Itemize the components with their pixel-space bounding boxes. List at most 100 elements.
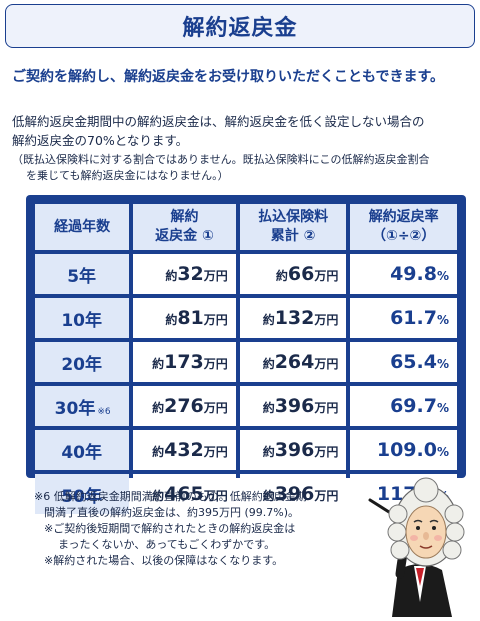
- header-refund: 解約 返戻金 ①: [133, 204, 236, 250]
- cell-premium: 約396万円: [239, 386, 347, 426]
- percent-sign: %: [436, 401, 449, 415]
- refund-value: 32: [177, 263, 204, 285]
- table-row: 5年 約32万円 約66万円 49.8%: [35, 254, 457, 294]
- years-value: 20年: [61, 354, 102, 375]
- table-row: 10年 約81万円 約132万円 61.7%: [35, 298, 457, 338]
- percent-sign: %: [436, 357, 449, 371]
- body-line-2: 解約返戻金の70%となります。: [12, 133, 189, 148]
- unit-label: 万円: [314, 269, 339, 283]
- approx-prefix: 約: [262, 313, 275, 327]
- cell-years: 5年: [35, 254, 130, 294]
- footnote-6-line-2: 間満了直後の解約返戻金は、約395万円 (99.7%)。: [44, 506, 300, 519]
- refund-value: 173: [164, 351, 204, 373]
- cell-premium: 約396万円: [239, 474, 347, 514]
- years-value: 40年: [61, 442, 102, 463]
- unit-label: 万円: [203, 357, 228, 371]
- approx-prefix: 約: [165, 269, 178, 283]
- table-header-row: 経過年数 解約 返戻金 ① 払込保険料 累計 ② 解約返戻率 （①÷②）: [35, 204, 457, 250]
- cell-years: 50年: [35, 474, 130, 514]
- header-premium: 払込保険料 累計 ②: [239, 204, 347, 250]
- header-rate: 解約返戻率 （①÷②）: [350, 204, 457, 250]
- unit-label: 万円: [203, 269, 228, 283]
- refund-value: 432: [164, 439, 204, 461]
- footnotes: ※6 低解約返戻金期間満了直前のもの。低解約返戻金期 間満了直後の解約返戻金は、…: [34, 489, 374, 569]
- footnote-a-line-2: まったくないか、あってもごくわずかです。: [58, 538, 276, 551]
- premium-value: 396: [274, 483, 315, 505]
- unit-label: 万円: [203, 401, 228, 415]
- refund-value: 81: [177, 307, 204, 329]
- page-title: 解約返戻金: [182, 16, 298, 41]
- cell-premium: 約66万円: [239, 254, 347, 294]
- cell-refund: 約173万円: [133, 342, 236, 382]
- header-rate-line-1: 解約返戻率: [368, 209, 439, 225]
- refund-table-frame: 経過年数 解約 返戻金 ① 払込保険料 累計 ② 解約返戻率 （①÷②） 5年約…: [26, 195, 466, 514]
- cell-years: 30年 ※6: [35, 386, 130, 426]
- body-line-1: 低解約返戻金期間中の解約返戻金は、解約返戻金を低く設定しない場合の: [12, 114, 425, 129]
- approx-prefix: 約: [262, 401, 275, 415]
- body-text: 低解約返戻金期間中の解約返戻金は、解約返戻金を低く設定しない場合の 解約返戻金の…: [12, 112, 472, 150]
- unit-label: 万円: [203, 313, 228, 327]
- approx-prefix: 約: [152, 357, 165, 371]
- percent-sign: %: [436, 445, 449, 459]
- cell-refund: 約32万円: [133, 254, 236, 294]
- cell-premium: 約264万円: [239, 342, 347, 382]
- table-row: 30年 ※6 約276万円 約396万円 69.7%: [35, 386, 457, 426]
- cell-refund: 約465万円: [133, 474, 236, 514]
- cell-years: 40年: [35, 430, 130, 470]
- approx-prefix: 約: [262, 489, 275, 503]
- years-value: 10年: [61, 310, 102, 331]
- years-value: 30年: [54, 398, 96, 419]
- years-value: 5年: [67, 266, 97, 287]
- years-footnote-mark: ※6: [97, 406, 111, 417]
- cell-premium: 約396万円: [239, 430, 347, 470]
- cell-refund: 約81万円: [133, 298, 236, 338]
- title-box: 解約返戻金: [5, 4, 475, 48]
- cell-rate: 61.7%: [350, 298, 457, 338]
- unit-label: 万円: [314, 489, 339, 503]
- cell-rate: 65.4%: [350, 342, 457, 382]
- cell-rate: 69.7%: [350, 386, 457, 426]
- premium-value: 66: [287, 263, 315, 285]
- header-premium-line-2: 累計 ②: [270, 228, 316, 244]
- rate-value: 49.8: [390, 263, 437, 285]
- cell-rate: 49.8%: [350, 254, 457, 294]
- header-years-label: 経過年数: [54, 218, 111, 235]
- refund-value: 465: [164, 483, 204, 505]
- premium-value: 396: [274, 439, 315, 461]
- unit-label: 万円: [314, 313, 339, 327]
- unit-label: 万円: [314, 357, 339, 371]
- refund-value: 276: [164, 395, 204, 417]
- footnote-a-line-1: ※ご契約後短期間で解約されたときの解約返戻金は: [44, 522, 296, 535]
- table-row: 20年 約173万円 約264万円 65.4%: [35, 342, 457, 382]
- cell-rate: 109.0%: [350, 430, 457, 470]
- unit-label: 万円: [203, 445, 228, 459]
- cell-years: 20年: [35, 342, 130, 382]
- approx-prefix: 約: [262, 357, 275, 371]
- percent-sign: %: [436, 269, 449, 283]
- header-years: 経過年数: [35, 204, 130, 250]
- rate-value: 61.7: [390, 307, 437, 329]
- premium-value: 396: [274, 395, 315, 417]
- unit-label: 万円: [203, 489, 228, 503]
- rate-value: 69.7: [390, 395, 437, 417]
- refund-table: 経過年数 解約 返戻金 ① 払込保険料 累計 ② 解約返戻率 （①÷②） 5年約…: [31, 200, 461, 518]
- header-refund-line-1: 解約: [170, 209, 199, 225]
- footnote-6-line-1: ※6 低解約返戻金期間満了直前のもの。低解約返戻金期: [34, 490, 307, 503]
- cell-years: 10年: [35, 298, 130, 338]
- note-line-1: （既払込保険料に対する割合ではありません。既払込保険料にこの低解約返戻金割合: [12, 153, 430, 166]
- header-refund-line-2: 返戻金 ①: [155, 228, 214, 244]
- approx-prefix: 約: [152, 401, 165, 415]
- approx-prefix: 約: [262, 445, 275, 459]
- approx-prefix: 約: [165, 313, 178, 327]
- unit-label: 万円: [314, 445, 339, 459]
- subheading: ご契約を解約し、解約返戻金をお受け取りいただくこともできます。: [12, 69, 445, 85]
- disclaimer-note: （既払込保険料に対する割合ではありません。既払込保険料にこの低解約返戻金割合 を…: [12, 152, 472, 184]
- years-value: 50年: [61, 486, 102, 507]
- header-premium-line-1: 払込保険料: [258, 209, 329, 225]
- approx-prefix: 約: [275, 269, 288, 283]
- table-row: 40年 約432万円 約396万円 109.0%: [35, 430, 457, 470]
- approx-prefix: 約: [152, 445, 165, 459]
- footnote-b: ※解約された場合、以後の保障はなくなります。: [44, 554, 284, 567]
- rate-value: 65.4: [390, 351, 437, 373]
- premium-value: 264: [274, 351, 315, 373]
